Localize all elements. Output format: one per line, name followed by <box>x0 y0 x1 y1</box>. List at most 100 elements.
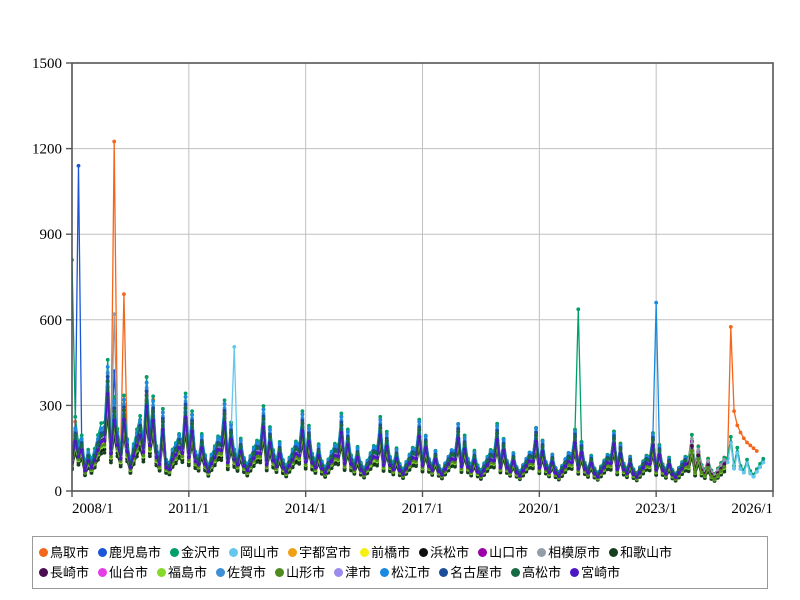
data-point <box>657 448 662 453</box>
data-point <box>173 461 178 466</box>
data-point <box>297 461 302 466</box>
x-tick-label: 2023/1 <box>635 501 677 517</box>
data-point <box>608 461 613 466</box>
legend-item[interactable]: 高松市 <box>511 566 561 579</box>
plot-mask-right <box>774 0 800 520</box>
data-point <box>397 468 402 473</box>
data-point <box>141 453 146 458</box>
data-point <box>190 418 194 423</box>
data-point <box>560 469 564 474</box>
data-point <box>706 459 710 463</box>
data-point <box>504 465 509 470</box>
data-point <box>336 454 341 459</box>
data-point <box>371 445 376 450</box>
data-point <box>579 446 584 451</box>
legend-item[interactable]: 鳥取市 <box>39 546 89 559</box>
legend-item[interactable]: 相模原市 <box>537 546 600 559</box>
data-point <box>297 453 302 458</box>
data-point <box>530 466 535 471</box>
legend-marker-icon <box>216 567 226 577</box>
data-point <box>222 402 227 406</box>
data-point <box>722 469 727 474</box>
data-point <box>728 441 733 445</box>
data-point <box>268 441 272 445</box>
data-point <box>310 467 315 472</box>
data-point <box>453 457 457 462</box>
data-point <box>345 430 350 434</box>
data-point <box>761 460 766 465</box>
legend-item[interactable]: 浜松市 <box>419 546 469 559</box>
data-point <box>151 406 156 411</box>
legend-item[interactable]: 佐賀市 <box>216 566 266 579</box>
data-point <box>660 468 665 473</box>
data-point <box>86 450 91 455</box>
data-point <box>271 458 276 463</box>
legend-item[interactable]: 宮崎市 <box>570 566 620 579</box>
data-point <box>92 458 97 463</box>
legend-item[interactable]: 岡山市 <box>229 546 279 559</box>
legend-item[interactable]: 松江市 <box>380 566 430 579</box>
data-point <box>517 473 522 478</box>
data-point <box>456 436 461 441</box>
plot-area: 0 300 600 900 1200 1500 2008/1 2011/1 2014/1 2017… <box>32 0 800 520</box>
legend-item[interactable]: 宇都宮市 <box>288 546 351 559</box>
data-point <box>199 446 204 451</box>
data-point <box>147 443 152 448</box>
data-point <box>245 468 250 473</box>
data-point <box>754 469 759 474</box>
legend-item[interactable]: 福島市 <box>157 566 207 579</box>
data-point <box>160 416 165 421</box>
legend-item[interactable]: 山口市 <box>478 546 528 559</box>
data-point <box>550 460 555 465</box>
data-point <box>144 380 149 385</box>
data-point <box>255 459 259 464</box>
data-point <box>212 455 217 460</box>
data-point <box>326 465 331 469</box>
legend-item[interactable]: 津市 <box>334 566 371 579</box>
data-point <box>540 439 545 444</box>
data-point <box>676 471 681 475</box>
data-point <box>160 419 165 424</box>
data-point <box>258 460 263 465</box>
chart-legend: 鳥取市 鹿児島市 金沢市 岡山市 宇都宮市 前橋市 浜松市 山口市 相模原市 和歌山市 長崎市 仙台… <box>32 536 768 589</box>
legend-item[interactable]: 金沢市 <box>170 546 220 559</box>
data-point <box>423 446 428 451</box>
data-point <box>339 411 344 416</box>
data-point <box>605 457 610 461</box>
data-point <box>112 312 117 316</box>
legend-item[interactable]: 前橋市 <box>360 546 410 559</box>
data-point <box>229 437 233 442</box>
data-point <box>625 471 629 476</box>
data-point <box>719 469 723 473</box>
chart-svg: 0 300 600 900 1200 1500 2008/1 2011/1 2014/1 2017… <box>32 0 800 520</box>
data-point <box>105 392 110 396</box>
data-point <box>251 464 256 469</box>
data-point <box>378 426 383 430</box>
data-point <box>651 438 655 442</box>
data-point <box>264 468 269 473</box>
legend-item[interactable]: 名古屋市 <box>439 566 502 579</box>
data-point <box>511 456 516 460</box>
legend-label: 浜松市 <box>430 544 470 560</box>
data-point <box>232 457 237 462</box>
data-point <box>122 397 126 402</box>
data-point <box>216 436 220 441</box>
data-point <box>488 454 493 458</box>
data-point <box>566 466 571 471</box>
data-point <box>693 470 698 475</box>
legend-item[interactable]: 山形市 <box>275 566 325 579</box>
data-point <box>417 428 422 432</box>
data-point <box>342 461 347 466</box>
legend-item[interactable]: 仙台市 <box>98 566 148 579</box>
legend-item[interactable]: 鹿児島市 <box>98 546 161 559</box>
data-point <box>410 451 415 456</box>
data-point <box>384 429 389 434</box>
data-point <box>109 451 113 456</box>
data-point <box>76 163 81 168</box>
legend-label: 山形市 <box>286 564 326 580</box>
data-point <box>394 448 399 452</box>
legend-item[interactable]: 長崎市 <box>39 566 89 579</box>
data-point <box>732 409 736 414</box>
legend-item[interactable]: 和歌山市 <box>609 546 672 559</box>
data-point <box>576 466 581 471</box>
